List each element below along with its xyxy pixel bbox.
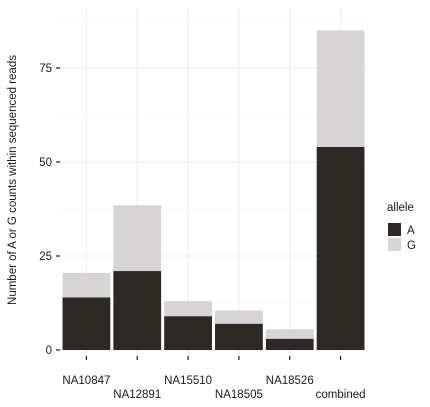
- bar-combined-A: [316, 146, 365, 350]
- x-axis: NA10847NA12891NA15510NA18505NA18526combi…: [62, 356, 366, 401]
- bar-NA15510-A: [164, 316, 212, 350]
- bar-NA10847-G: [62, 272, 111, 298]
- y-tick-label: 25: [39, 251, 52, 263]
- bar-NA12891-A: [113, 271, 162, 350]
- y-tick-label: 50: [39, 157, 52, 169]
- legend-label-A: A: [407, 225, 415, 237]
- legend: allele AG: [387, 202, 416, 252]
- x-tick-label: NA18526: [266, 375, 314, 387]
- y-tick-label: 75: [39, 63, 52, 75]
- x-tick-label: NA18505: [215, 389, 263, 401]
- x-tick-label: combined: [316, 389, 366, 401]
- bar-combined-G: [316, 30, 365, 147]
- bars: [62, 30, 365, 350]
- legend-label-G: G: [407, 240, 416, 252]
- bar-NA18505-G: [215, 310, 263, 324]
- x-tick-label: NA12891: [113, 389, 161, 401]
- legend-title: allele: [387, 202, 414, 214]
- bar-NA12891-G: [113, 205, 162, 272]
- y-tick-label: 0: [46, 345, 52, 357]
- legend-key-G: [388, 238, 401, 251]
- y-axis: 0 25 50 75: [39, 63, 60, 357]
- bar-NA10847-A: [62, 297, 111, 350]
- x-tick-label: NA10847: [62, 375, 110, 387]
- bar-NA15510-G: [164, 301, 212, 317]
- legend-key-A: [388, 223, 401, 236]
- bar-NA18526-G: [265, 329, 314, 339]
- bar-NA18526-A: [265, 338, 314, 350]
- x-tick-label: NA15510: [164, 375, 212, 387]
- bar-NA18505-A: [215, 323, 263, 350]
- y-axis-title: Number of A or G counts within sequenced…: [7, 55, 19, 305]
